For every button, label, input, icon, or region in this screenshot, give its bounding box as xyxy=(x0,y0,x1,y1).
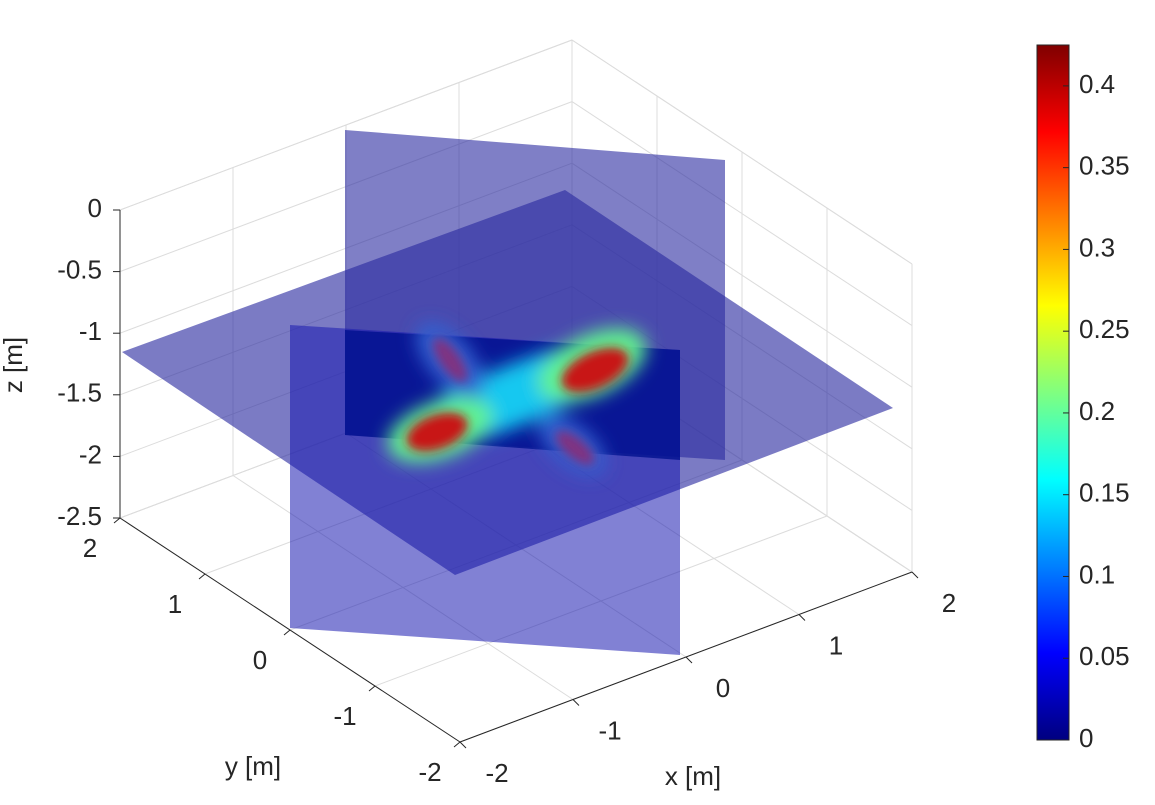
z-tick-label: -2 xyxy=(79,439,102,469)
colorbar-tick-label: 0.3 xyxy=(1079,232,1115,262)
grid-line xyxy=(119,39,573,211)
x-axis-label: x [m] xyxy=(665,761,721,791)
z-tick-label: 0 xyxy=(88,193,102,223)
x-tick xyxy=(798,614,806,621)
x-tick xyxy=(572,699,580,706)
y-tick-label: -1 xyxy=(333,701,356,731)
colorbar-tick-label: 0.4 xyxy=(1079,69,1115,99)
x-tick xyxy=(911,571,919,579)
y-tick-label: 1 xyxy=(168,589,182,619)
y-tick-label: 0 xyxy=(253,645,267,675)
z-tick-label: -0.5 xyxy=(57,254,102,284)
y-axis-label: y [m] xyxy=(225,751,281,781)
y-tick-label: -2 xyxy=(418,757,441,787)
colorbar-tick-label: 0.25 xyxy=(1079,314,1130,344)
peak xyxy=(406,412,468,452)
grid-line xyxy=(571,39,913,265)
x-tick xyxy=(459,741,467,749)
colorbar-tick-label: 0 xyxy=(1079,723,1093,753)
colorbar-tick-label: 0.2 xyxy=(1079,396,1115,426)
x-tick-label: 0 xyxy=(716,673,730,703)
x-tick-label: -1 xyxy=(598,715,621,745)
x-tick xyxy=(685,656,693,664)
y-tick xyxy=(113,517,121,524)
y-tick xyxy=(368,685,376,692)
x-tick-label: 1 xyxy=(829,630,843,660)
slices xyxy=(122,130,893,655)
x-tick-label: 2 xyxy=(942,588,956,618)
colorbar-tick-label: 0.15 xyxy=(1079,478,1130,508)
peak xyxy=(432,337,468,383)
colorbar-tick-label: 0.05 xyxy=(1079,641,1130,671)
field-peaks xyxy=(406,337,629,466)
colorbar-tick-label: 0.35 xyxy=(1079,151,1130,181)
peak xyxy=(561,347,629,393)
colorbar xyxy=(1036,44,1070,741)
colorbar-tick-label: 0.1 xyxy=(1079,559,1115,589)
z-axis-label: z [m] xyxy=(0,337,28,393)
y-tick xyxy=(453,741,461,748)
z-tick-label: -1 xyxy=(79,316,102,346)
y-tick-label: 2 xyxy=(83,533,97,563)
peak xyxy=(555,430,595,466)
z-tick-label: -1.5 xyxy=(57,378,102,408)
y-tick xyxy=(198,573,206,580)
grid-line xyxy=(571,101,913,327)
x-tick-label: -2 xyxy=(485,758,508,788)
z-tick-label: -2.5 xyxy=(57,501,102,531)
y-tick xyxy=(283,629,291,636)
